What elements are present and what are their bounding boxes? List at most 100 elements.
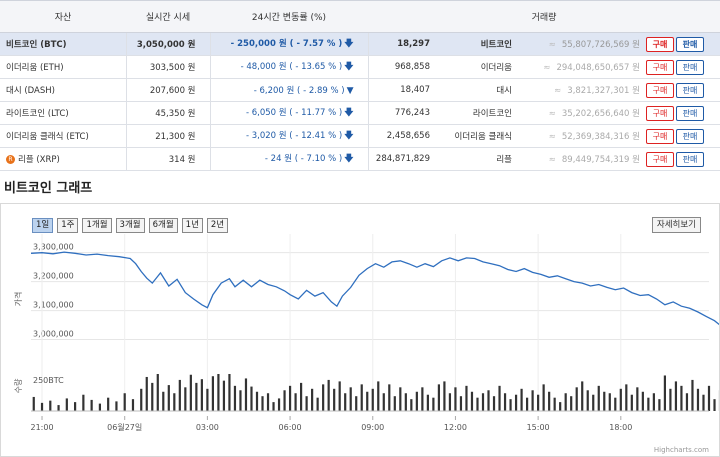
down-arrow-icon: 🡇 — [344, 39, 354, 49]
buy-button[interactable]: 구매 — [646, 82, 674, 98]
buy-button[interactable]: 구매 — [646, 128, 674, 144]
header-volume: 거래량 — [368, 0, 720, 33]
asset-price: 303,500 원 — [125, 55, 210, 79]
asset-name: 대시 (DASH) — [0, 78, 126, 102]
sell-button[interactable]: 판매 — [676, 105, 704, 121]
range-button[interactable]: 1일 — [32, 218, 54, 233]
volume-bar — [437, 384, 441, 411]
asset-volume-value: 35,202,656,640 원 — [561, 109, 640, 119]
volume-bar — [459, 396, 463, 411]
range-button[interactable]: 1주 — [57, 218, 79, 233]
approx-sign: ≈ — [548, 40, 556, 50]
volume-bar — [465, 385, 468, 411]
range-button[interactable]: 2년 — [206, 218, 229, 233]
detail-view-button[interactable]: 자세히보기 — [651, 217, 701, 233]
chart-container: 1일 1주 1개월 3개월 6개월 1년 2년 자세히보기 3,300,000 3,200,0… — [0, 203, 720, 457]
buy-button[interactable]: 구매 — [646, 59, 674, 75]
asset-name-label: 이더리움 (ETH) — [6, 63, 64, 73]
table-row[interactable]: 대시 (DASH) 207,600 원- 6,200 원 ( - 2.89 % )… — [0, 78, 720, 102]
sell-button[interactable]: 판매 — [676, 59, 704, 75]
volume-bar — [685, 393, 689, 411]
volume-bar — [377, 381, 380, 411]
trade-buttons: 구매 판매 — [644, 55, 720, 79]
volume-bar — [586, 390, 589, 411]
volume-bar — [266, 393, 270, 411]
down-arrow-icon: 🡇 — [344, 108, 354, 118]
volume-bar — [371, 388, 374, 411]
down-arrow-icon: 🡇 — [344, 62, 354, 72]
volume-bar — [393, 396, 396, 411]
approx-sign: ≈ — [554, 86, 562, 96]
asset-volume-value: 55,807,726,569 원 — [561, 40, 640, 50]
asset-change-value: - 24 원 ( - 7.10 % ) — [264, 154, 343, 164]
table-row[interactable]: 이더리움 클래식 (ETC) 21,300 원- 3,020 원 ( - 12.4… — [0, 124, 720, 148]
asset-volume-name: 비트코인 — [436, 32, 520, 56]
asset-change-value: - 3,020 원 ( - 12.41 % ) — [245, 131, 343, 141]
trade-buttons: 구매 판매 — [644, 124, 720, 148]
sell-button[interactable]: 판매 — [676, 128, 704, 144]
volume-bar — [608, 393, 611, 411]
table-row[interactable]: 이더리움 (ETH) 303,500 원- 48,000 원 ( - 13.65 … — [0, 55, 720, 79]
volume-bar — [49, 400, 52, 411]
volume-bar — [443, 381, 446, 411]
volume-bar — [322, 384, 325, 411]
x-tick-label: 06월27일 — [107, 422, 142, 432]
sell-button[interactable]: 판매 — [676, 151, 704, 167]
volume-bar — [509, 399, 512, 411]
range-button[interactable]: 3개월 — [115, 218, 145, 233]
volume-bar — [652, 393, 655, 411]
volume-bar — [40, 402, 44, 411]
volume-bar — [382, 393, 385, 411]
asset-price: 45,350 원 — [125, 101, 210, 125]
asset-volume: ≈294,048,650,657 원 — [520, 55, 644, 79]
volume-bar — [338, 381, 341, 411]
volume-bar — [570, 396, 573, 411]
volume-bar — [195, 382, 198, 411]
table-row[interactable]: R 리플 (XRP) 314 원- 24 원 ( - 7.10 % ) 🡇 284,87… — [0, 147, 720, 171]
buy-button[interactable]: 구매 — [646, 105, 674, 121]
volume-bar — [503, 393, 507, 411]
y-tick-label: 3,000,000 — [33, 330, 74, 339]
volume-max-label: 250BTC — [33, 376, 64, 385]
x-tick-label: 21:00 — [30, 423, 53, 432]
volume-bar — [316, 397, 319, 411]
volume-bar — [145, 376, 148, 411]
volume-bar — [476, 397, 479, 411]
volume-bar — [131, 399, 135, 411]
volume-bar — [311, 388, 314, 411]
volume-bar — [206, 388, 209, 411]
volume-axis-title: 수량 — [13, 378, 23, 393]
table-row[interactable]: 라이트코인 (LTC) 45,350 원- 6,050 원 ( - 11.77 %… — [0, 101, 720, 125]
sell-button[interactable]: 판매 — [676, 36, 704, 52]
x-tick-label: 06:00 — [279, 423, 302, 432]
volume-bar — [288, 385, 292, 411]
volume-bar — [415, 391, 418, 411]
volume-bar — [548, 391, 551, 411]
range-button[interactable]: 1개월 — [82, 218, 112, 233]
graph-title: 비트코인 그래프 — [4, 181, 93, 196]
volume-bar — [140, 388, 143, 411]
volume-bar — [299, 382, 303, 411]
buy-button[interactable]: 구매 — [646, 151, 674, 167]
sell-button[interactable]: 판매 — [676, 82, 704, 98]
volume-bar — [90, 399, 93, 411]
asset-name: 라이트코인 (LTC) — [0, 101, 126, 125]
price-axis-title: 가격 — [13, 292, 23, 307]
volume-bar — [294, 393, 297, 411]
volume-bar — [647, 397, 650, 411]
volume-bar — [448, 393, 452, 411]
range-button[interactable]: 6개월 — [148, 218, 178, 233]
volume-bar — [189, 374, 192, 411]
table-row[interactable]: 비트코인 (BTC) 3,050,000 원- 250,000 원 ( - 7.5… — [0, 32, 720, 56]
approx-sign: ≈ — [548, 155, 556, 165]
volume-bar — [388, 384, 391, 411]
approx-sign: ≈ — [543, 63, 551, 73]
volume-bar — [553, 397, 556, 411]
asset-volume-name: 이더리움 클래식 — [436, 124, 520, 148]
range-button[interactable]: 1년 — [181, 218, 203, 233]
volume-bar — [470, 391, 474, 411]
chart-credit: Highcharts.com — [653, 446, 709, 454]
volume-bar — [421, 387, 424, 411]
asset-volume: ≈52,369,384,316 원 — [520, 124, 644, 148]
buy-button[interactable]: 구매 — [646, 36, 674, 52]
